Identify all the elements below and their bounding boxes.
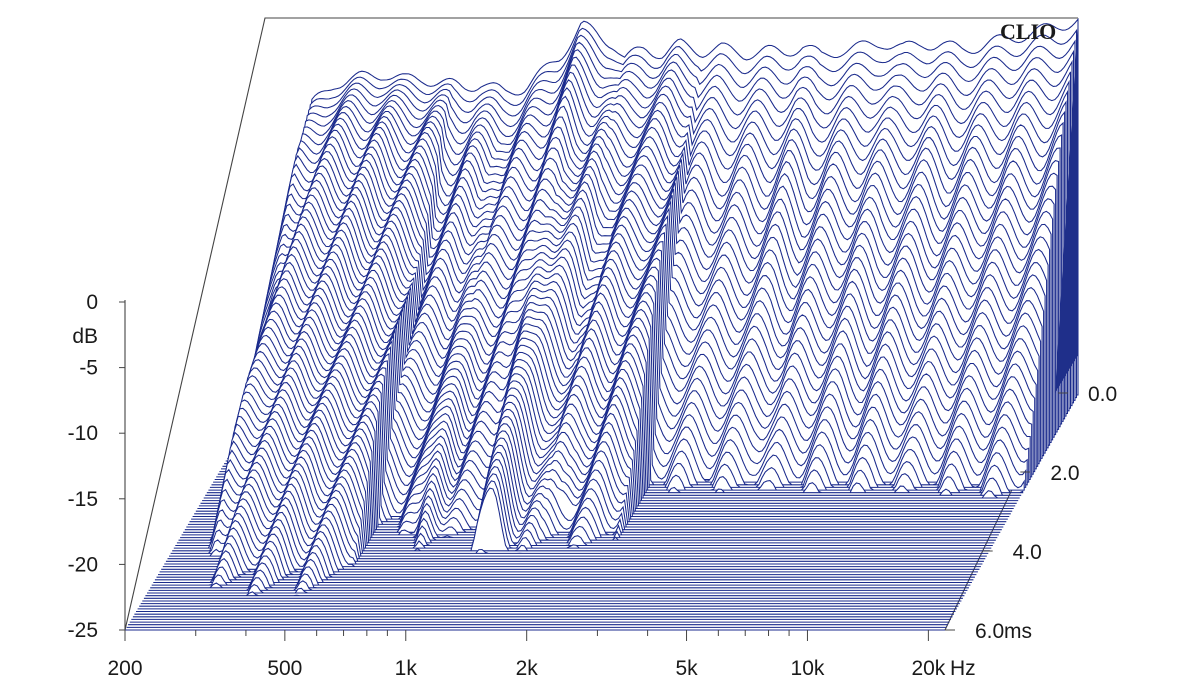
- frequency-tick-label: 2k: [516, 657, 539, 680]
- decay-slice: [189, 395, 1007, 523]
- frequency-tick-label: 1k: [395, 657, 418, 680]
- time-tick-label: 2.0: [1050, 462, 1079, 485]
- time-axis: 0.0 2.0 4.0 6.0 ms: [945, 383, 1117, 643]
- brand-logo: CLIO: [1000, 19, 1056, 44]
- side-wall: [1055, 19, 1078, 394]
- decay-slice: [156, 540, 975, 578]
- db-tick-label: -15: [68, 488, 98, 511]
- db-axis-label: dB: [72, 325, 98, 348]
- decay-slice: [150, 569, 969, 589]
- decay-slice: [154, 547, 974, 581]
- db-tick-label: -25: [68, 619, 98, 642]
- decay-slice: [153, 555, 972, 584]
- db-tick-label: 0: [86, 291, 98, 314]
- decay-slice: [187, 402, 1005, 525]
- db-tick-label: -10: [68, 422, 98, 445]
- decay-slice: [147, 583, 966, 594]
- time-axis-label: ms: [1004, 620, 1032, 643]
- time-tick-label: 6.0: [975, 620, 1004, 643]
- time-tick-label: 0.0: [1088, 383, 1117, 406]
- frequency-tick-label: 500: [267, 657, 302, 680]
- db-tick-label: -5: [79, 357, 98, 380]
- frequency-tick-label: 5k: [675, 657, 698, 680]
- decay-slices: [125, 17, 1079, 631]
- frequency-tick-label: 20k: [911, 657, 945, 680]
- frequency-tick-label: 10k: [791, 657, 825, 680]
- decay-slice: [145, 591, 965, 597]
- back-frame-edge: [124, 17, 1078, 631]
- frequency-axis: 200 500 1k 2k 5k 10k 20k Hz: [107, 630, 976, 680]
- decay-slice: [148, 577, 968, 591]
- db-tick-label: -20: [68, 553, 98, 576]
- decay-slice: [151, 562, 971, 586]
- db-axis: 0 -5 -10 -15 -20 -25 dB: [68, 291, 125, 642]
- time-tick-label: 4.0: [1013, 541, 1042, 564]
- frequency-tick-label: 200: [107, 657, 142, 680]
- frequency-axis-label: Hz: [950, 657, 976, 680]
